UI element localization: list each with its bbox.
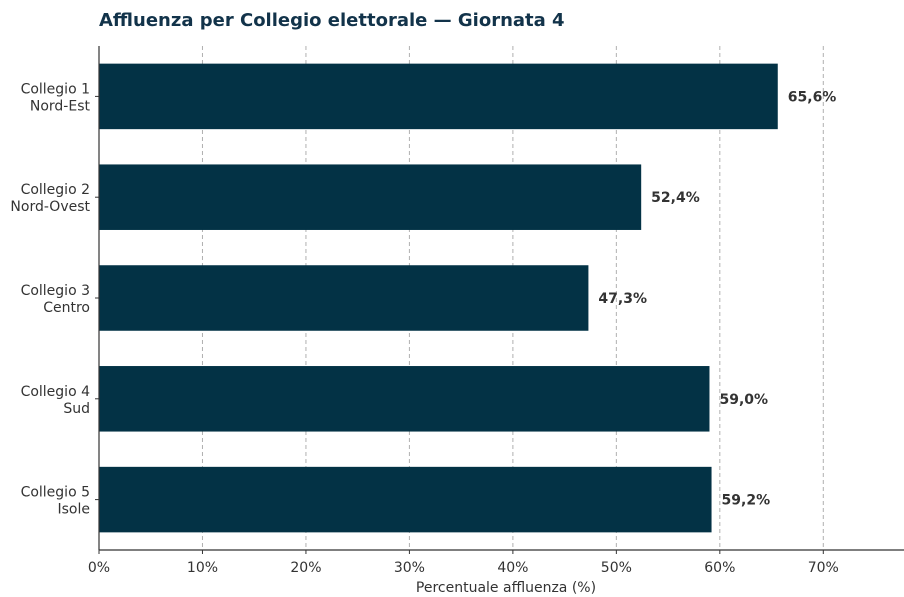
x-tick-label: 40% xyxy=(497,560,528,576)
category-label: Collegio 4 Sud xyxy=(21,384,91,417)
category-label: Collegio 2 Nord-Ovest xyxy=(10,182,90,215)
category-label: Collegio 3 Centro xyxy=(21,283,90,316)
x-tick-label: 20% xyxy=(290,560,321,576)
bar xyxy=(99,164,642,230)
bar xyxy=(99,63,778,130)
chart-title: Affluenza per Collegio elettorale — Gior… xyxy=(99,10,565,31)
data-label: 59,0% xyxy=(719,392,768,408)
x-tick-label: 10% xyxy=(187,560,218,576)
bar xyxy=(99,366,710,432)
x-axis-title: Percentuale affluenza (%) xyxy=(416,580,596,596)
data-label: 47,3% xyxy=(598,291,647,307)
bar xyxy=(99,265,589,331)
x-tick-label: 60% xyxy=(704,560,735,576)
axes xyxy=(95,46,904,554)
bars xyxy=(99,63,778,533)
bar xyxy=(99,466,712,533)
data-label: 52,4% xyxy=(651,190,700,206)
category-label: Collegio 1 Nord-Est xyxy=(21,81,91,114)
labels: 65,6% Collegio 1 Nord-Est 52,4% Collegio 2 No… xyxy=(10,81,838,576)
x-tick-label: 0% xyxy=(88,560,110,576)
x-tick-label: 30% xyxy=(394,560,425,576)
data-label: 59,2% xyxy=(722,493,771,509)
x-tick-label: 70% xyxy=(808,560,839,576)
category-label: Collegio 5 Isole xyxy=(21,485,90,518)
x-tick-label: 50% xyxy=(601,560,632,576)
data-label: 65,6% xyxy=(788,89,837,105)
